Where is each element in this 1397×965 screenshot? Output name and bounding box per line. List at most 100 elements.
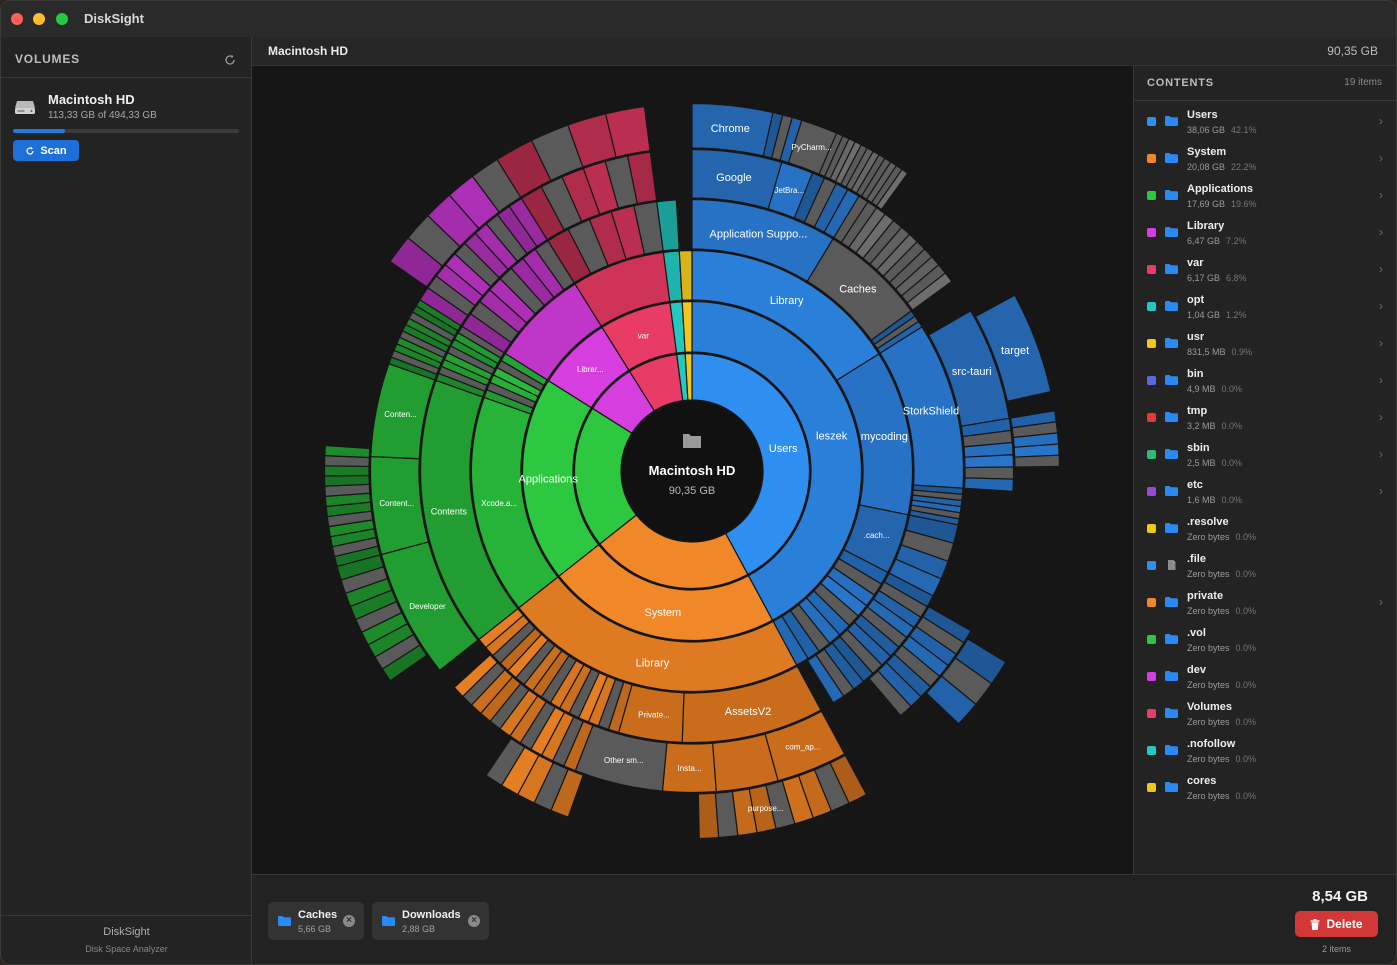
sunburst-label: var (638, 331, 649, 340)
sunburst-segment-opt-deep[interactable] (656, 199, 680, 252)
chevron-right-icon: › (1379, 373, 1383, 387)
folder-icon (1165, 634, 1178, 644)
sunburst-small-segment[interactable] (868, 670, 912, 717)
remove-selection-icon[interactable]: × (468, 915, 480, 927)
contents-row-size: 6,47 GB (1187, 236, 1221, 246)
contents-row-size: Zero bytes (1187, 680, 1230, 690)
sunburst-small-segment[interactable] (875, 168, 909, 211)
sunburst-small-segment[interactable] (604, 105, 651, 158)
sunburst-chart[interactable]: Macintosh HD 90,35 GB Users System Applicati… (252, 66, 1133, 874)
sunburst-small-segment[interactable] (323, 465, 370, 477)
contents-row-size: 1,6 MB (1187, 495, 1216, 505)
sunburst-label: leszek (816, 431, 848, 443)
contents-row-name: sbin (1187, 442, 1210, 454)
sunburst-segment-users[interactable] (691, 352, 811, 576)
selection-bar: Caches 5,66 GB × Downloads 2,88 GB × 8,5… (252, 874, 1396, 964)
sunburst-small-segment[interactable] (806, 654, 845, 704)
maximize-window-button[interactable] (56, 13, 68, 25)
folder-icon (1165, 375, 1178, 385)
contents-row[interactable]: .file Zero bytes 0.0% (1134, 547, 1396, 584)
selected-item-chip[interactable]: Caches 5,66 GB × (268, 902, 364, 940)
sunburst-label: AssetsV2 (725, 706, 771, 718)
volume-name: Macintosh HD (48, 92, 135, 107)
refresh-icon[interactable] (223, 53, 237, 67)
chevron-right-icon: › (1379, 114, 1383, 128)
sunburst-small-segment[interactable] (964, 454, 1015, 469)
contents-row-percent: 0.0% (1235, 754, 1257, 764)
footer-app-name: DiskSight (103, 926, 150, 938)
contents-row-size: Zero bytes (1187, 717, 1230, 727)
sunburst-label: Xcode.a... (481, 499, 517, 508)
contents-row[interactable]: Library 6,47 GB 7.2% › (1134, 214, 1396, 251)
selected-item-chip[interactable]: Downloads 2,88 GB × (372, 902, 489, 940)
title-bar: DiskSight (1, 1, 1396, 37)
sunburst-label: Library (770, 295, 804, 307)
sunburst-center[interactable] (622, 401, 762, 541)
color-swatch (1147, 783, 1156, 792)
sunburst-label: target (1001, 345, 1029, 357)
contents-row-name: tmp (1187, 405, 1208, 417)
contents-row[interactable]: System 20,08 GB 22.2% › (1134, 140, 1396, 177)
contents-row-name: .file (1187, 553, 1206, 565)
sunburst-small-segment[interactable] (626, 151, 658, 205)
color-swatch (1147, 709, 1156, 718)
sunburst-segment-usr-sub[interactable] (678, 249, 693, 301)
contents-row-name: etc (1187, 479, 1203, 491)
sunburst-small-segment[interactable] (963, 477, 1015, 492)
contents-row[interactable]: opt 1,04 GB 1.2% › (1134, 288, 1396, 325)
sunburst-small-segment[interactable] (964, 466, 1015, 480)
contents-row[interactable]: var 6,17 GB 6.8% › (1134, 251, 1396, 288)
folder-icon (1165, 227, 1178, 237)
volumes-sidebar: VOLUMES Macintosh HD 113,33 GB of 494,33… (1, 37, 252, 964)
sunburst-label: Insta... (678, 764, 702, 773)
sunburst-label: Google (716, 172, 751, 184)
contents-row[interactable]: .nofollow Zero bytes 0.0% (1134, 732, 1396, 769)
minimize-window-button[interactable] (33, 13, 45, 25)
sunburst-small-segment[interactable] (906, 272, 953, 311)
contents-row[interactable]: bin 4,9 MB 0.0% › (1134, 362, 1396, 399)
contents-row[interactable]: tmp 3,2 MB 0.0% › (1134, 399, 1396, 436)
sunburst-segment-target[interactable] (974, 294, 1052, 402)
sunburst-small-segment[interactable] (925, 675, 977, 725)
contents-row-percent: 0.0% (1221, 421, 1243, 431)
sunburst-segment-usr[interactable] (681, 300, 693, 353)
contents-row[interactable]: usr 831,5 MB 0.9% › (1134, 325, 1396, 362)
folder-icon (1165, 671, 1178, 681)
sunburst-label: Conten... (384, 410, 416, 419)
contents-row-name: bin (1187, 368, 1204, 380)
contents-row[interactable]: sbin 2,5 MB 0.0% › (1134, 436, 1396, 473)
contents-row-name: System (1187, 146, 1227, 158)
sunburst-segment-leszek[interactable] (691, 300, 863, 622)
folder-icon (1165, 301, 1178, 311)
sunburst-small-segment[interactable] (1014, 454, 1061, 468)
contents-row[interactable]: Users 38,06 GB 42.1% › (1134, 103, 1396, 140)
sunburst-label: Contents (431, 506, 468, 516)
center-size: 90,35 GB (669, 485, 715, 497)
folder-icon (1165, 338, 1178, 348)
sunburst-segment-usr[interactable] (684, 352, 693, 401)
sunburst-small-segment[interactable] (453, 653, 499, 698)
remove-selection-icon[interactable]: × (343, 915, 355, 927)
contents-row[interactable]: .vol Zero bytes 0.0% (1134, 621, 1396, 658)
sunburst-small-segment[interactable] (324, 444, 371, 459)
contents-row[interactable]: cores Zero bytes 0.0% (1134, 769, 1396, 806)
folder-icon (1165, 264, 1178, 274)
sunburst-small-segment[interactable] (697, 792, 720, 840)
contents-row-size: 6,17 GB (1187, 273, 1221, 283)
close-window-button[interactable] (11, 13, 23, 25)
contents-row[interactable]: private Zero bytes 0.0% › (1134, 584, 1396, 621)
contents-row[interactable]: etc 1,6 MB 0.0% › (1134, 473, 1396, 510)
contents-row[interactable]: Applications 17,69 GB 19.6% › (1134, 177, 1396, 214)
color-swatch (1147, 413, 1156, 422)
sunburst-small-segment[interactable] (485, 737, 526, 787)
folder-icon (1165, 449, 1178, 459)
contents-row[interactable]: .resolve Zero bytes 0.0% (1134, 510, 1396, 547)
chevron-right-icon: › (1379, 447, 1383, 461)
sunburst-small-segment[interactable] (323, 474, 370, 487)
app-title: DiskSight (84, 11, 144, 26)
delete-button[interactable]: Delete (1295, 911, 1378, 937)
contents-row[interactable]: dev Zero bytes 0.0% (1134, 658, 1396, 695)
contents-row[interactable]: Volumes Zero bytes 0.0% (1134, 695, 1396, 732)
sunburst-label: mycoding (861, 431, 908, 443)
scan-button[interactable]: Scan (13, 140, 79, 161)
